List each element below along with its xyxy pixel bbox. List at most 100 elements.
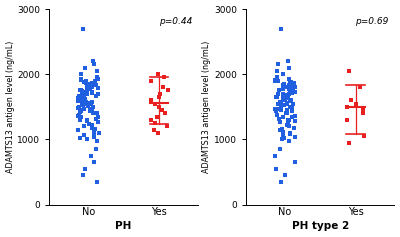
Point — [348, 98, 354, 102]
Point — [81, 80, 88, 84]
Point — [83, 90, 90, 94]
Point — [277, 100, 284, 104]
Point — [80, 133, 87, 137]
Point — [286, 118, 293, 122]
Point — [287, 91, 293, 94]
Point — [155, 131, 161, 135]
Point — [77, 77, 84, 81]
Point — [278, 100, 284, 104]
Point — [284, 94, 290, 98]
Point — [80, 173, 86, 177]
Point — [94, 180, 100, 184]
Point — [80, 27, 86, 31]
Point — [286, 77, 292, 81]
Point — [83, 81, 89, 85]
Point — [280, 97, 286, 101]
Point — [89, 91, 95, 94]
Point — [280, 92, 287, 96]
Point — [95, 77, 102, 81]
Text: p=0.69: p=0.69 — [355, 17, 388, 26]
Point — [86, 82, 92, 86]
Point — [285, 59, 291, 63]
Point — [289, 115, 295, 118]
Point — [278, 27, 284, 31]
X-axis label: PH: PH — [116, 221, 132, 232]
Point — [280, 96, 286, 100]
Point — [89, 123, 96, 127]
Y-axis label: ADAMTS13 antigen level (ng/mL): ADAMTS13 antigen level (ng/mL) — [6, 41, 14, 173]
Point — [150, 128, 157, 132]
Point — [286, 83, 292, 87]
Point — [76, 110, 83, 114]
Point — [83, 92, 90, 96]
Text: p=0.44: p=0.44 — [158, 17, 192, 26]
Point — [90, 59, 96, 63]
Point — [357, 85, 363, 89]
Point — [286, 66, 292, 70]
Point — [83, 92, 90, 96]
Point — [272, 79, 278, 83]
Point — [274, 95, 280, 99]
Point — [361, 134, 367, 138]
Point — [274, 69, 280, 73]
Point — [284, 108, 290, 112]
Point — [276, 128, 283, 132]
Point — [344, 118, 350, 122]
Point — [273, 109, 280, 113]
Point — [275, 92, 281, 96]
Point — [272, 79, 278, 83]
Point — [92, 79, 98, 83]
Point — [286, 77, 293, 81]
Point — [286, 92, 292, 96]
Point — [83, 119, 90, 123]
Point — [89, 111, 96, 114]
Point — [290, 88, 296, 92]
Point — [152, 102, 158, 105]
Point — [81, 124, 88, 128]
Point — [278, 180, 285, 184]
Point — [344, 105, 350, 109]
Point — [360, 108, 366, 112]
Point — [284, 101, 290, 105]
Point — [280, 72, 286, 76]
Point — [78, 109, 84, 113]
Point — [275, 89, 282, 92]
Point — [94, 111, 100, 115]
Point — [87, 85, 93, 89]
Point — [77, 98, 84, 101]
Point — [156, 92, 163, 96]
Point — [88, 154, 94, 158]
Point — [353, 102, 359, 105]
Point — [89, 91, 96, 95]
Point — [285, 122, 292, 126]
Point — [160, 85, 166, 89]
Point — [95, 121, 101, 124]
Point — [75, 128, 81, 132]
Point — [283, 95, 290, 98]
Point — [78, 78, 84, 82]
Point — [284, 110, 290, 114]
Point — [281, 103, 287, 107]
Point — [82, 66, 88, 70]
Point — [291, 160, 298, 164]
Point — [279, 137, 285, 141]
Point — [288, 84, 295, 88]
Point — [85, 104, 91, 108]
Point — [287, 98, 294, 101]
Point — [85, 85, 92, 88]
Point — [360, 111, 366, 115]
Point — [95, 115, 101, 118]
Point — [274, 76, 280, 79]
Point — [80, 96, 87, 100]
Point — [287, 82, 293, 85]
Point — [276, 121, 283, 124]
Point — [286, 132, 293, 136]
Point — [78, 72, 84, 76]
Point — [276, 117, 282, 120]
Point — [159, 108, 166, 112]
Point — [152, 121, 158, 125]
Point — [83, 102, 90, 105]
Point — [77, 95, 83, 99]
Point — [78, 108, 84, 112]
Point — [148, 79, 154, 83]
